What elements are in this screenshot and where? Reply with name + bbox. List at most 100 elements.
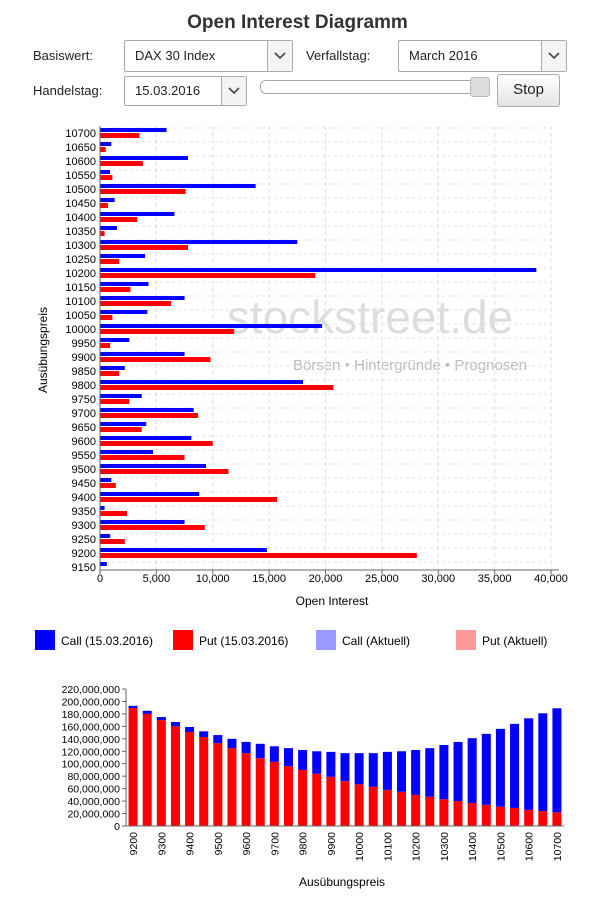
page-title: Open Interest Diagramm: [187, 12, 408, 33]
bar: [100, 478, 112, 482]
date-slider[interactable]: [260, 77, 490, 97]
bar-segment: [199, 736, 209, 826]
bar-segment: [170, 722, 180, 727]
basiswert-value: DAX 30 Index: [135, 48, 216, 63]
bar-segment: [128, 705, 138, 708]
y-tick-label: 10150: [65, 282, 96, 294]
x-tick-label: 25,000: [365, 573, 399, 585]
y-tick-label: 60,000,000: [67, 784, 120, 796]
bar: [100, 217, 138, 222]
y-tick-label: 9450: [72, 478, 96, 490]
bar-segment: [425, 748, 435, 797]
legend-label: Call (Aktuell): [342, 634, 410, 648]
y-tick-label: 140,000,000: [62, 734, 121, 746]
bar: [100, 534, 111, 538]
bar: [100, 464, 206, 468]
bar-segment: [453, 801, 463, 826]
y-tick-label: 9650: [72, 422, 96, 434]
bar: [100, 156, 188, 160]
bar-segment: [481, 804, 491, 826]
bar: [100, 240, 298, 244]
bar: [100, 273, 316, 278]
y-tick-label: 10200: [65, 268, 96, 280]
y-tick-label: 9400: [72, 492, 96, 504]
handelstag-select[interactable]: 15.03.2016: [124, 76, 247, 106]
bar-segment: [269, 746, 279, 762]
bar: [100, 268, 537, 272]
bar: [100, 520, 185, 524]
dropdown-arrow: [541, 41, 566, 71]
x-tick-label: 9700: [269, 832, 281, 856]
basiswert-label: Basiswert:: [33, 48, 93, 63]
y-tick-label: 9150: [72, 562, 96, 574]
x-tick-label: 40,000: [534, 573, 568, 585]
bar-segment: [481, 733, 491, 805]
bar-segment: [312, 751, 322, 774]
y-tick-label: 10350: [65, 226, 96, 238]
bar: [100, 324, 323, 328]
y-tick-label: 220,000,000: [62, 684, 121, 696]
x-tick-label: 20,000: [309, 573, 343, 585]
chevron: [548, 52, 560, 60]
x-axis-title: Ausübungspreis: [299, 875, 385, 889]
bar: [100, 170, 111, 174]
bar-segment: [170, 726, 180, 826]
bar: [100, 539, 125, 544]
bar: [100, 343, 111, 348]
bar: [100, 525, 205, 530]
y-tick-label: 80,000,000: [67, 771, 120, 783]
bar-segment: [552, 812, 562, 826]
y-tick-label: 9350: [72, 506, 96, 518]
bar-segment: [156, 717, 166, 721]
bar-segment: [425, 796, 435, 826]
bar: [100, 413, 199, 418]
bar: [100, 226, 117, 230]
bar-segment: [354, 753, 364, 785]
x-tick-label: 30,000: [421, 573, 455, 585]
bar-segment: [255, 758, 265, 826]
handelstag-label: Handelstag:: [33, 83, 103, 98]
x-tick-label: 10400: [467, 832, 479, 861]
x-tick-label: 10100: [382, 832, 394, 861]
stop-button[interactable]: Stop: [497, 74, 560, 107]
bar: [100, 203, 108, 208]
bar-segment: [227, 748, 237, 826]
bar: [100, 455, 185, 460]
legend-label: Call (15.03.2016): [61, 634, 153, 648]
x-tick-label: 15,000: [252, 573, 286, 585]
bar-segment: [283, 748, 293, 767]
y-tick-label: 10300: [65, 240, 96, 252]
bar-segment: [538, 713, 548, 812]
bar: [100, 329, 235, 334]
slider-thumb[interactable]: [470, 77, 490, 97]
y-tick-label: 10000: [65, 324, 96, 336]
y-tick-label: 9300: [72, 520, 96, 532]
bar-segment: [142, 713, 152, 826]
y-tick-label: 9850: [72, 366, 96, 378]
y-tick-label: 160,000,000: [62, 721, 121, 733]
bar-segment: [368, 753, 378, 787]
bar-segment: [439, 799, 449, 826]
x-tick-label: 9600: [241, 832, 253, 856]
bar-segment: [340, 753, 350, 782]
x-tick-label: 10,000: [196, 573, 230, 585]
y-tick-label: 10250: [65, 254, 96, 266]
bar: [100, 184, 256, 188]
verfallstag-select[interactable]: March 2016: [398, 40, 567, 72]
y-tick-label: 10050: [65, 310, 96, 322]
bar-segment: [199, 731, 209, 737]
legend-swatch: [35, 630, 55, 650]
bar-segment: [538, 811, 548, 826]
bar-segment: [411, 794, 421, 826]
basiswert-select[interactable]: DAX 30 Index: [124, 40, 293, 72]
bar-segment: [368, 786, 378, 826]
bar: [100, 492, 200, 496]
bar: [100, 161, 143, 166]
y-tick-label: 200,000,000: [62, 696, 121, 708]
bar-segment: [227, 738, 237, 749]
bar: [100, 385, 334, 390]
bar: [100, 287, 131, 292]
bar-segment: [453, 741, 463, 802]
bar: [100, 310, 148, 314]
watermark-brand: stockstreet.de: [227, 291, 513, 343]
